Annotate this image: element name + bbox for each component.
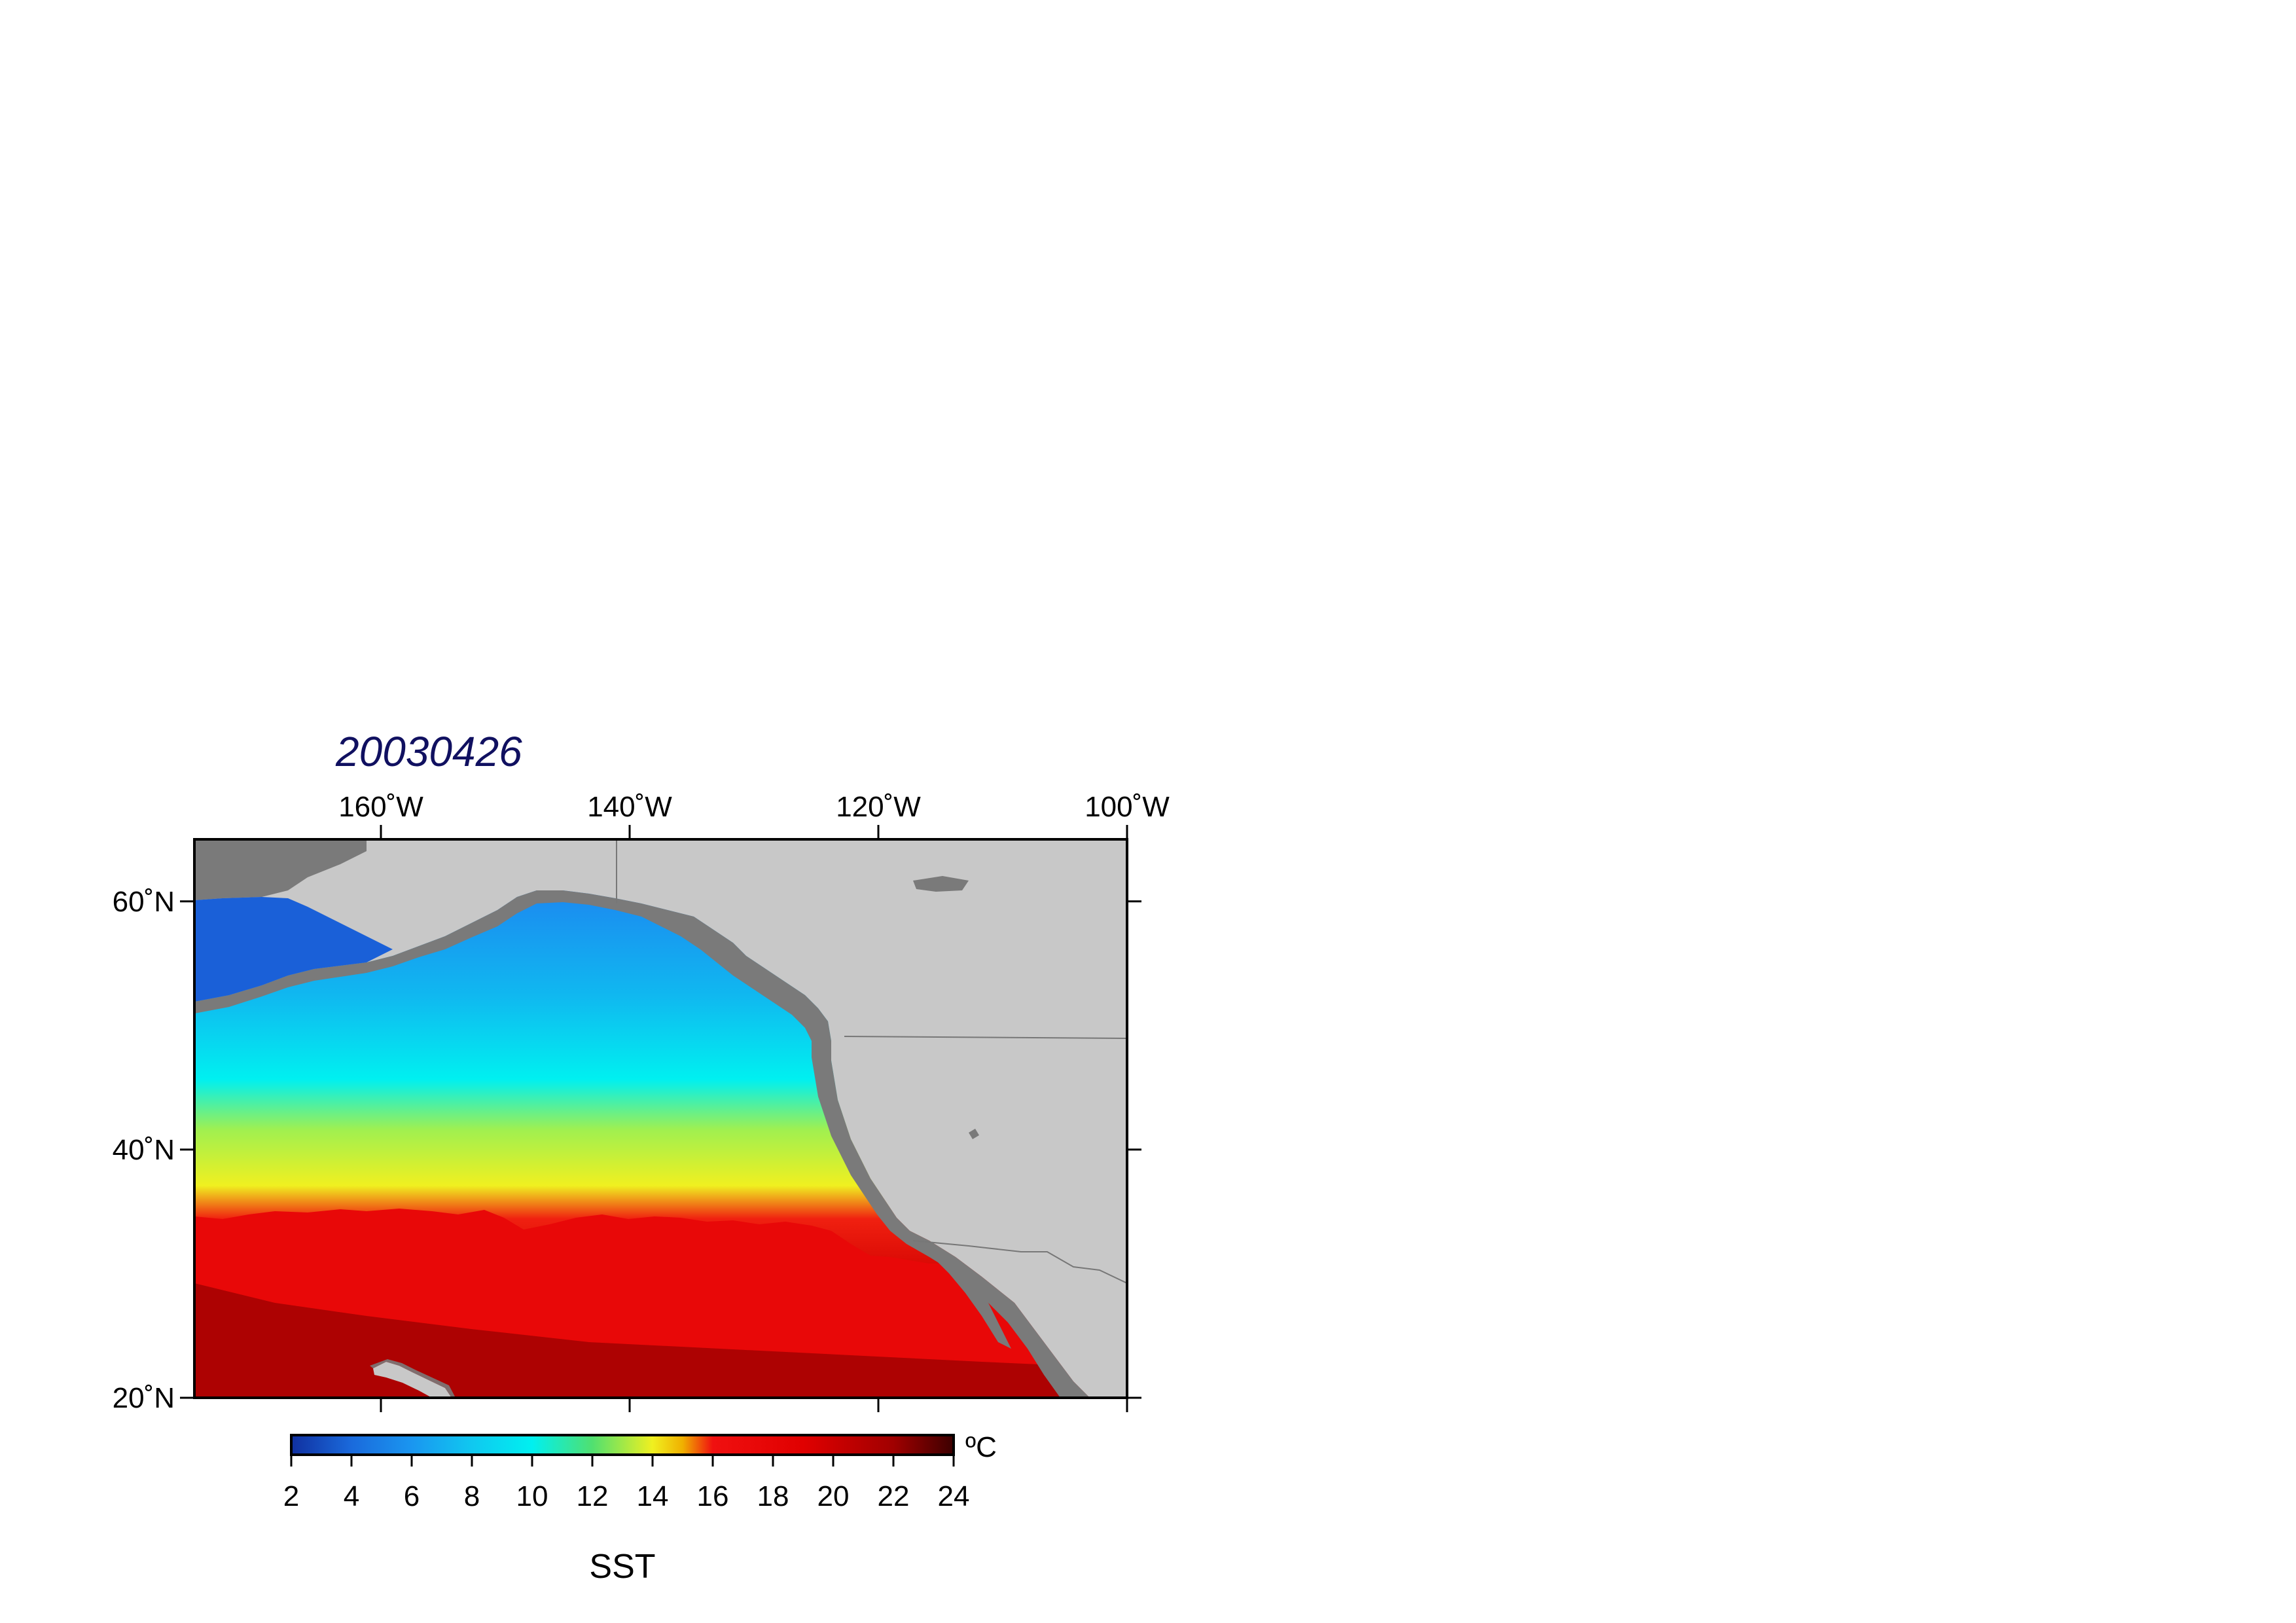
colorbar-tick-label-0: 2 — [283, 1480, 299, 1512]
hawaii-islands — [373, 1362, 452, 1398]
us-mexico-border — [912, 1240, 1127, 1284]
great-slave-lake — [913, 876, 969, 892]
colorbar-tick-label-7: 16 — [697, 1480, 729, 1512]
colorbar-ticks: 2 4 6 8 10 12 14 16 18 20 22 24 — [283, 1455, 970, 1512]
colorbar-unit: ºC — [965, 1431, 997, 1463]
colorbar-tick-label-5: 12 — [577, 1480, 609, 1512]
lon-tick-label-1: 140˚W — [587, 791, 672, 823]
lat-tick-label-2: 20˚N — [113, 1382, 175, 1414]
north-america-land — [194, 839, 1127, 1398]
lat-tick-label-1: 40˚N — [113, 1134, 175, 1166]
colorbar-tick-label-11: 24 — [938, 1480, 970, 1512]
colorbar-ramp — [290, 1434, 955, 1456]
great-salt-lake — [969, 1129, 979, 1139]
colorbar-tick-label-2: 6 — [404, 1480, 420, 1512]
colorbar-tick-label-1: 4 — [344, 1480, 359, 1512]
bering-shelf — [194, 839, 367, 900]
bering-cold-water — [194, 897, 393, 1002]
colorbar-tick-label-6: 14 — [637, 1480, 669, 1512]
map-title: 20030426 — [335, 728, 522, 775]
colorbar-tick-label-9: 20 — [817, 1480, 850, 1512]
map-frame — [193, 838, 1128, 1399]
map-field — [194, 839, 1127, 1398]
latitude-axis: 60˚N 40˚N 20˚N — [113, 886, 1141, 1414]
lon-tick-label-3: 100˚W — [1085, 791, 1170, 823]
hot-water-region — [194, 1283, 1127, 1398]
colorbar-tick-label-3: 8 — [464, 1480, 480, 1512]
hawaii-shelf — [370, 1359, 456, 1398]
longitude-axis: 160˚W 140˚W 120˚W 100˚W — [338, 791, 1170, 1412]
us-canada-border — [844, 1036, 1127, 1039]
lon-tick-label-2: 120˚W — [836, 791, 921, 823]
gulf-of-california — [929, 1247, 1011, 1349]
colorbar: 2 4 6 8 10 12 14 16 18 20 22 24 ºC SST — [283, 1431, 997, 1586]
colorbar-variable-label: SST — [589, 1548, 655, 1586]
lon-tick-label-0: 160˚W — [338, 791, 423, 823]
lat-tick-label-0: 60˚N — [113, 886, 175, 918]
colorbar-tick-label-10: 22 — [878, 1480, 910, 1512]
colorbar-tick-label-8: 18 — [757, 1480, 789, 1512]
colorbar-tick-label-4: 10 — [516, 1480, 548, 1512]
